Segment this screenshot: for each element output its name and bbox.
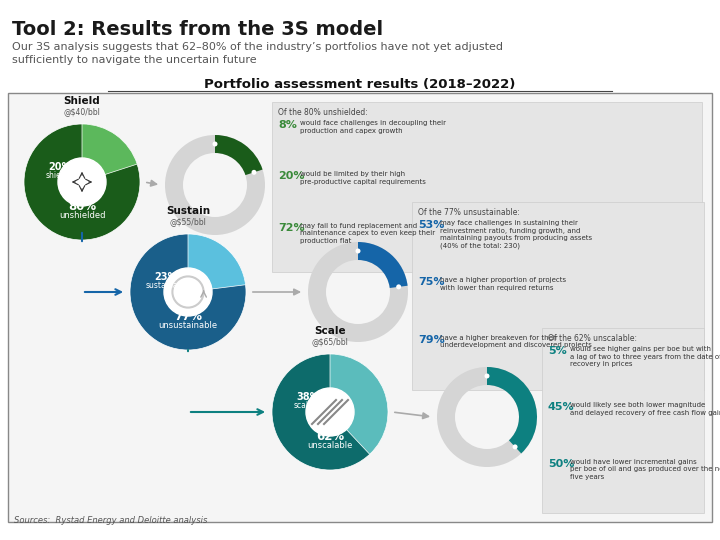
Text: unscalable: unscalable: [307, 441, 353, 450]
Text: 62%: 62%: [316, 430, 344, 443]
FancyBboxPatch shape: [272, 102, 702, 272]
Wedge shape: [330, 354, 388, 454]
Text: @$65/bbl: @$65/bbl: [312, 337, 348, 346]
Text: would likely see both lower magnitude
and delayed recovery of free cash flow gai: would likely see both lower magnitude an…: [570, 402, 720, 416]
Text: Shield: Shield: [63, 96, 100, 106]
Text: 50%: 50%: [548, 458, 575, 469]
Text: would face challenges in decoupling their
production and capex growth: would face challenges in decoupling thei…: [300, 120, 446, 133]
Wedge shape: [215, 135, 263, 175]
Text: shielded: shielded: [45, 171, 78, 179]
Text: Of the 77% unsustainable:: Of the 77% unsustainable:: [418, 208, 520, 217]
FancyBboxPatch shape: [542, 328, 704, 513]
Text: Tool 2: Results from the 3S model: Tool 2: Results from the 3S model: [12, 20, 383, 39]
Text: 80%: 80%: [68, 200, 96, 213]
FancyBboxPatch shape: [412, 202, 704, 390]
Circle shape: [251, 170, 256, 175]
Circle shape: [513, 444, 518, 449]
Text: may fail to fund replacement and
maintenance capex to even keep their
production: may fail to fund replacement and mainten…: [300, 222, 435, 244]
Wedge shape: [130, 234, 246, 350]
Text: 75%: 75%: [418, 278, 444, 287]
Circle shape: [356, 248, 361, 253]
Text: unsustainable: unsustainable: [158, 321, 217, 330]
Text: Our 3S analysis suggests that 62–80% of the industry’s portfolios have not yet a: Our 3S analysis suggests that 62–80% of …: [12, 42, 503, 65]
Text: Sources:  Rystad Energy and Deloitte analysis: Sources: Rystad Energy and Deloitte anal…: [14, 516, 207, 525]
Text: have a higher breakeven for their
underdevelopment and discovered projects: have a higher breakeven for their underd…: [440, 335, 592, 348]
Text: would have lower incremental gains
per boe of oil and gas produced over the next: would have lower incremental gains per b…: [570, 458, 720, 480]
Text: 8%: 8%: [278, 120, 297, 130]
Text: 45%: 45%: [548, 402, 575, 413]
Wedge shape: [358, 242, 408, 288]
Text: 23%: 23%: [154, 273, 178, 282]
Text: may face challenges in sustaining their
reinvestment ratio, funding growth, and
: may face challenges in sustaining their …: [440, 220, 592, 249]
Circle shape: [396, 285, 401, 289]
Circle shape: [58, 158, 106, 206]
Text: Of the 62% unscalable:: Of the 62% unscalable:: [548, 334, 637, 343]
Text: @$55/bbl: @$55/bbl: [170, 217, 207, 226]
Wedge shape: [308, 242, 408, 342]
Text: scalable: scalable: [294, 401, 325, 409]
Circle shape: [485, 374, 490, 379]
Circle shape: [306, 388, 354, 436]
Text: would see higher gains per boe but with
a lag of two to three years from the dat: would see higher gains per boe but with …: [570, 346, 720, 367]
Wedge shape: [272, 354, 388, 470]
Wedge shape: [24, 124, 140, 240]
Circle shape: [164, 268, 212, 316]
Text: 77%: 77%: [174, 310, 202, 323]
Text: unshielded: unshielded: [59, 211, 105, 220]
Wedge shape: [165, 135, 265, 235]
Text: Of the 80% unshielded:: Of the 80% unshielded:: [278, 108, 368, 117]
Wedge shape: [487, 367, 537, 454]
Text: Sustain: Sustain: [166, 206, 210, 216]
Text: Portfolio assessment results (2018–2022): Portfolio assessment results (2018–2022): [204, 78, 516, 91]
Text: 38%: 38%: [296, 393, 320, 402]
Text: have a higher proportion of projects
with lower than required returns: have a higher proportion of projects wit…: [440, 278, 566, 291]
Text: 72%: 72%: [278, 222, 305, 233]
Text: 5%: 5%: [548, 346, 567, 356]
Text: @$40/bbl: @$40/bbl: [63, 107, 100, 116]
Text: would be limited by their high
pre-productive capital requirements: would be limited by their high pre-produ…: [300, 171, 426, 185]
Text: sustainable: sustainable: [145, 281, 190, 289]
FancyBboxPatch shape: [8, 93, 712, 522]
Text: 53%: 53%: [418, 220, 444, 230]
Wedge shape: [82, 124, 138, 182]
Wedge shape: [437, 367, 537, 467]
Text: 79%: 79%: [418, 335, 445, 345]
Wedge shape: [188, 234, 246, 292]
Text: 20%: 20%: [278, 171, 305, 181]
Text: Scale: Scale: [314, 326, 346, 336]
Text: 20%: 20%: [48, 163, 71, 172]
Circle shape: [212, 141, 217, 146]
